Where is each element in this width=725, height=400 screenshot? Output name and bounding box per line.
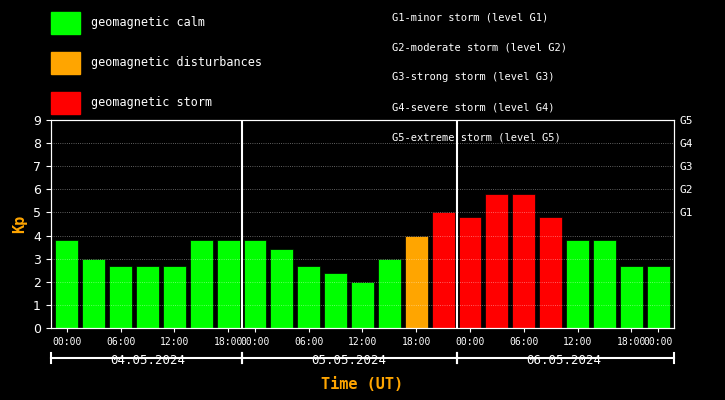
Text: 04.05.2024: 04.05.2024 <box>110 354 185 367</box>
Bar <box>136 266 159 328</box>
Bar <box>270 250 294 328</box>
Text: Time (UT): Time (UT) <box>321 377 404 392</box>
Bar <box>513 194 535 328</box>
Text: 06.05.2024: 06.05.2024 <box>526 354 602 367</box>
Bar <box>405 236 428 328</box>
Bar <box>539 217 562 328</box>
Bar <box>351 282 374 328</box>
Bar <box>593 240 616 328</box>
Bar <box>324 272 347 328</box>
Text: G3-strong storm (level G3): G3-strong storm (level G3) <box>392 72 554 82</box>
Bar <box>431 212 455 328</box>
Bar <box>620 266 642 328</box>
Text: G5-extreme storm (level G5): G5-extreme storm (level G5) <box>392 132 560 142</box>
Bar <box>55 240 78 328</box>
Bar <box>459 217 481 328</box>
Text: G4-severe storm (level G4): G4-severe storm (level G4) <box>392 102 554 112</box>
Text: geomagnetic disturbances: geomagnetic disturbances <box>91 56 262 69</box>
Bar <box>109 266 132 328</box>
Text: G1-minor storm (level G1): G1-minor storm (level G1) <box>392 12 548 22</box>
Bar <box>190 240 212 328</box>
Text: G2-moderate storm (level G2): G2-moderate storm (level G2) <box>392 42 566 52</box>
Text: geomagnetic storm: geomagnetic storm <box>91 96 212 109</box>
Bar <box>244 240 266 328</box>
Text: 05.05.2024: 05.05.2024 <box>312 354 386 367</box>
Bar <box>83 259 105 328</box>
Y-axis label: Kp: Kp <box>12 215 28 233</box>
Text: geomagnetic calm: geomagnetic calm <box>91 16 204 29</box>
Bar <box>566 240 589 328</box>
Bar <box>297 266 320 328</box>
Bar <box>163 266 186 328</box>
Bar <box>647 266 670 328</box>
Bar <box>486 194 508 328</box>
Bar <box>378 259 401 328</box>
Bar <box>217 240 239 328</box>
